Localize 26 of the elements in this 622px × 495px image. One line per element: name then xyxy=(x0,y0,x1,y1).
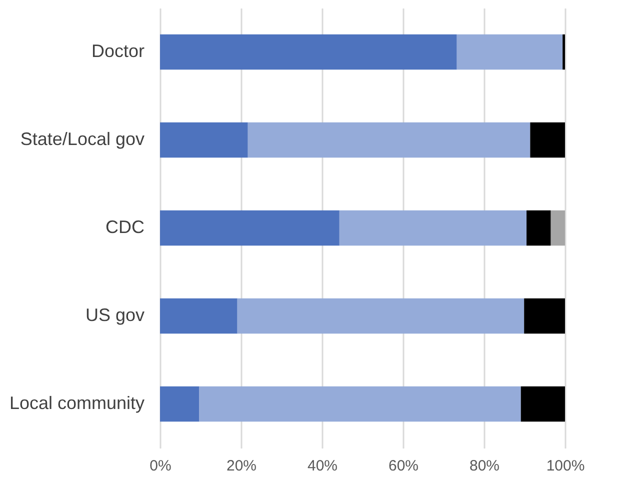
y-tick-label: Doctor xyxy=(91,41,145,61)
x-tick-label: 0% xyxy=(150,458,172,474)
y-tick-label: State/Local gov xyxy=(20,129,144,149)
bar xyxy=(456,34,563,70)
x-tick-label: 60% xyxy=(388,458,419,474)
bar xyxy=(524,298,565,334)
x-tick-label: 20% xyxy=(226,458,257,474)
bar xyxy=(160,386,200,422)
bar xyxy=(248,122,530,158)
bar xyxy=(530,122,565,158)
bar xyxy=(199,386,521,422)
y-tick-label: US gov xyxy=(85,305,144,325)
bar xyxy=(160,122,248,158)
bar xyxy=(160,34,457,70)
y-tick-label: CDC xyxy=(106,217,144,237)
x-tick-label: 100% xyxy=(546,458,585,474)
y-tick-label: Local community xyxy=(9,393,144,413)
bar xyxy=(550,210,565,246)
bar xyxy=(526,210,551,246)
bar xyxy=(237,298,524,334)
bar xyxy=(160,210,340,246)
bar xyxy=(520,386,565,422)
x-tick-label: 40% xyxy=(307,458,338,474)
bar xyxy=(160,298,238,334)
bar xyxy=(339,210,527,246)
x-tick-label: 80% xyxy=(469,458,500,474)
